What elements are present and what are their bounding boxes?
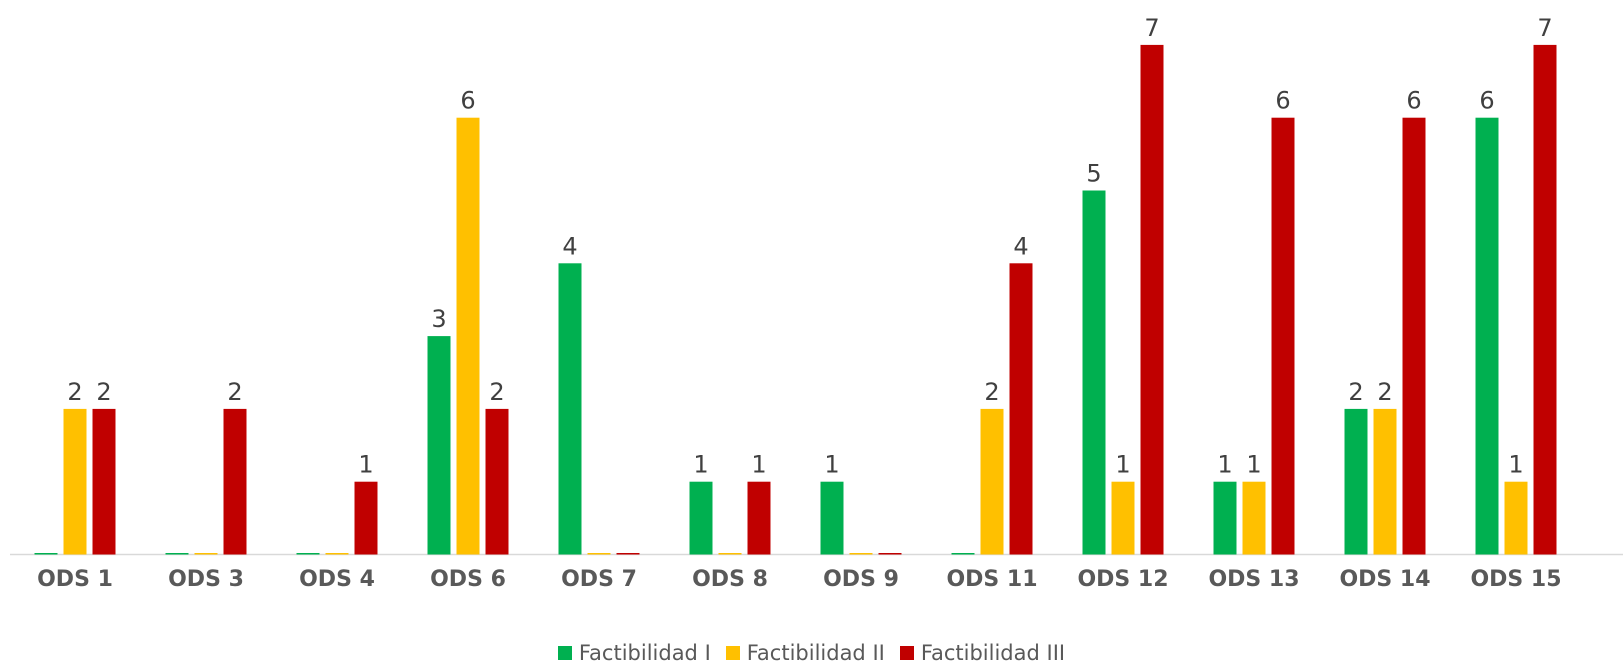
bar-ods-6-series-3 — [485, 408, 509, 555]
data-label: 2 — [1377, 378, 1392, 406]
category-label-ods-4: ODS 4 — [299, 567, 375, 592]
category-label-ods-11: ODS 11 — [946, 567, 1037, 592]
data-label: 1 — [358, 451, 373, 479]
bar-ods-13-series-1 — [1213, 481, 1237, 555]
data-label: 1 — [751, 451, 766, 479]
data-label: 1 — [1115, 451, 1130, 479]
bar-ods-12-series-2 — [1111, 481, 1135, 555]
legend-label: Factibilidad II — [746, 641, 885, 665]
bar-ods-15-series-3 — [1533, 44, 1557, 555]
category-label-ods-1: ODS 1 — [37, 567, 113, 592]
bar-ods-1-series-3 — [92, 408, 116, 555]
bar-ods-14-series-2 — [1373, 408, 1397, 555]
bar-ods-1-series-1 — [34, 553, 58, 555]
bar-ods-7-series-1 — [558, 263, 582, 555]
bar-ods-7-series-3 — [616, 553, 640, 555]
category-label-ods-7: ODS 7 — [561, 567, 637, 592]
data-label: 1 — [824, 451, 839, 479]
data-label: 6 — [460, 87, 475, 115]
category-labels-group: ODS 1 ODS 3 ODS 4 ODS 6 ODS 7 ODS 8 ODS 9 ODS 1… — [37, 567, 1561, 592]
bar-ods-7-series-2 — [587, 553, 611, 555]
data-label: 5 — [1086, 160, 1101, 188]
bar-ods-3-series-1 — [165, 553, 189, 555]
bar-ods-14-series-1 — [1344, 408, 1368, 555]
data-label: 1 — [693, 451, 708, 479]
category-label-ods-14: ODS 14 — [1339, 567, 1430, 592]
data-label: 4 — [562, 232, 577, 260]
legend-swatch-green — [557, 646, 572, 660]
bar-ods-12-series-1 — [1082, 190, 1106, 555]
bar-ods-9-series-1 — [820, 481, 844, 555]
legend-label: Factibilidad I — [578, 641, 711, 665]
bar-ods-1-series-2 — [63, 408, 87, 555]
data-label: 2 — [1348, 378, 1363, 406]
bar-ods-15-series-2 — [1504, 481, 1528, 555]
data-label: 6 — [1479, 87, 1494, 115]
bar-ods-3-series-3 — [223, 408, 247, 555]
bar-ods-8-series-3 — [747, 481, 771, 555]
bars-group — [34, 44, 1557, 555]
data-label: 2 — [489, 378, 504, 406]
bar-ods-14-series-3 — [1402, 117, 1426, 555]
legend-item-factibilidad-iii: Factibilidad III — [899, 641, 1066, 665]
legend-swatch-yellow — [725, 646, 740, 660]
bar-ods-8-series-2 — [718, 553, 742, 555]
data-label: 2 — [67, 378, 82, 406]
bar-ods-13-series-3 — [1271, 117, 1295, 555]
data-label: 1 — [1246, 451, 1261, 479]
data-label: 1 — [1508, 451, 1523, 479]
data-label: 1 — [1217, 451, 1232, 479]
category-label-ods-13: ODS 13 — [1208, 567, 1299, 592]
legend-label: Factibilidad III — [920, 641, 1066, 665]
data-label: 7 — [1144, 14, 1159, 42]
bar-ods-11-series-2 — [980, 408, 1004, 555]
bar-ods-4-series-3 — [354, 481, 378, 555]
bar-ods-11-series-1 — [951, 553, 975, 555]
data-label: 7 — [1537, 14, 1552, 42]
legend-item-factibilidad-i: Factibilidad I — [557, 641, 711, 665]
legend: Factibilidad I Factibilidad II Factibili… — [0, 641, 1623, 665]
bar-ods-6-series-2 — [456, 117, 480, 555]
category-label-ods-6: ODS 6 — [430, 567, 506, 592]
bar-ods-15-series-1 — [1475, 117, 1499, 555]
category-label-ods-15: ODS 15 — [1470, 567, 1561, 592]
legend-swatch-red — [899, 646, 914, 660]
bar-ods-8-series-1 — [689, 481, 713, 555]
bar-ods-13-series-2 — [1242, 481, 1266, 555]
data-label: 2 — [96, 378, 111, 406]
category-label-ods-3: ODS 3 — [168, 567, 244, 592]
data-label: 4 — [1013, 232, 1028, 260]
bar-ods-9-series-2 — [849, 553, 873, 555]
bar-ods-11-series-3 — [1009, 263, 1033, 555]
data-label: 6 — [1275, 87, 1290, 115]
bar-ods-4-series-2 — [325, 553, 349, 555]
bar-ods-4-series-1 — [296, 553, 320, 555]
data-label: 6 — [1406, 87, 1421, 115]
bar-ods-9-series-3 — [878, 553, 902, 555]
category-label-ods-9: ODS 9 — [823, 567, 899, 592]
bar-ods-3-series-2 — [194, 553, 218, 555]
data-label: 2 — [227, 378, 242, 406]
category-label-ods-12: ODS 12 — [1077, 567, 1168, 592]
legend-item-factibilidad-ii: Factibilidad II — [725, 641, 885, 665]
bar-ods-6-series-1 — [427, 336, 451, 555]
data-label: 2 — [984, 378, 999, 406]
bar-ods-12-series-3 — [1140, 44, 1164, 555]
category-label-ods-8: ODS 8 — [692, 567, 768, 592]
data-label: 3 — [431, 305, 446, 333]
